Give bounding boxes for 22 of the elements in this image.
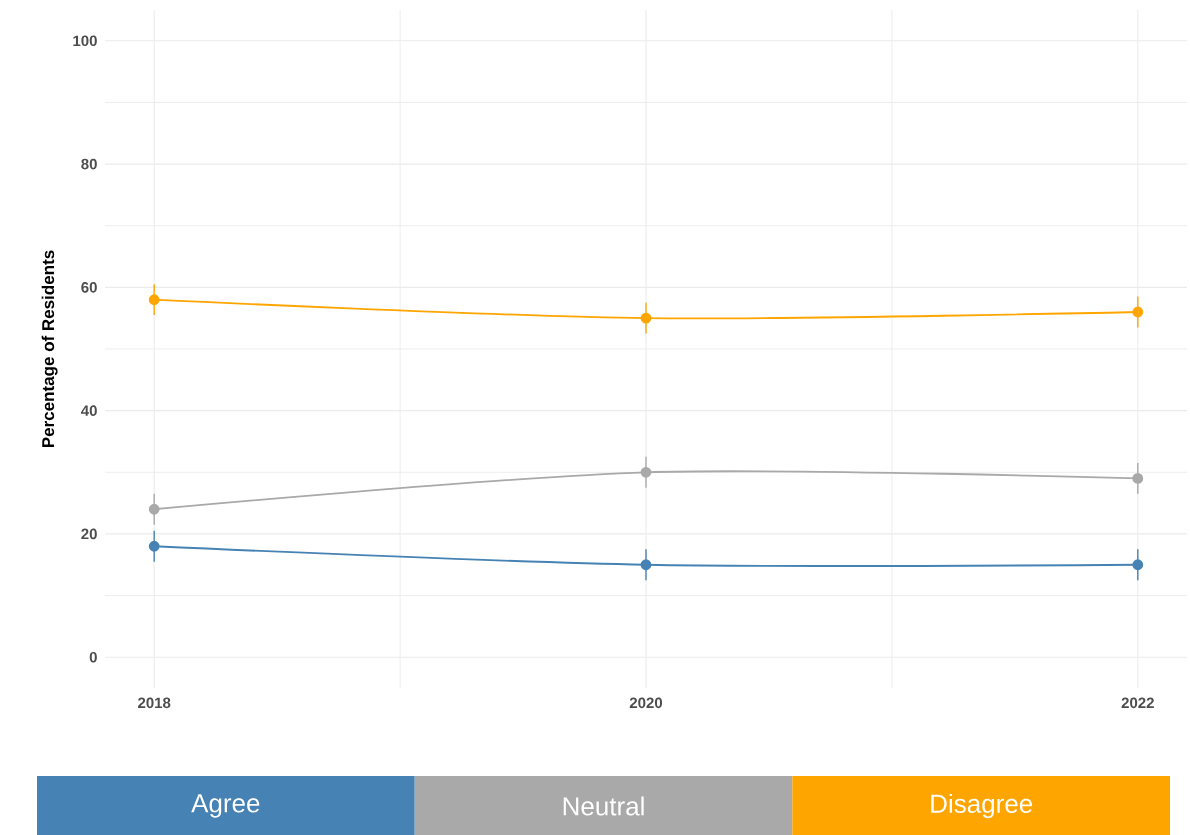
point bbox=[640, 312, 652, 324]
text: Agree bbox=[191, 794, 260, 818]
y-tick-label: 0 bbox=[89, 651, 97, 663]
point bbox=[148, 540, 160, 552]
y-tick-label: 40 bbox=[81, 405, 97, 416]
y-axis-title: Percentage of Residents bbox=[41, 250, 58, 448]
point bbox=[640, 559, 652, 571]
point bbox=[1132, 306, 1144, 318]
text: Disagree bbox=[931, 793, 1033, 819]
point bbox=[640, 466, 652, 478]
point bbox=[1132, 559, 1144, 571]
x-tick-label: 2018 bbox=[138, 697, 171, 709]
y-tick-label: 100 bbox=[73, 35, 97, 47]
point bbox=[148, 503, 160, 515]
point bbox=[1132, 473, 1144, 484]
y-tick-label: 80 bbox=[81, 158, 97, 170]
y-tick-label: 20 bbox=[81, 528, 97, 540]
point bbox=[148, 294, 160, 306]
x-tick-label: 2022 bbox=[1121, 697, 1154, 709]
text: Neutral bbox=[563, 796, 644, 816]
x-tick-label: 2020 bbox=[629, 697, 663, 709]
y-tick-label: 60 bbox=[81, 282, 97, 293]
